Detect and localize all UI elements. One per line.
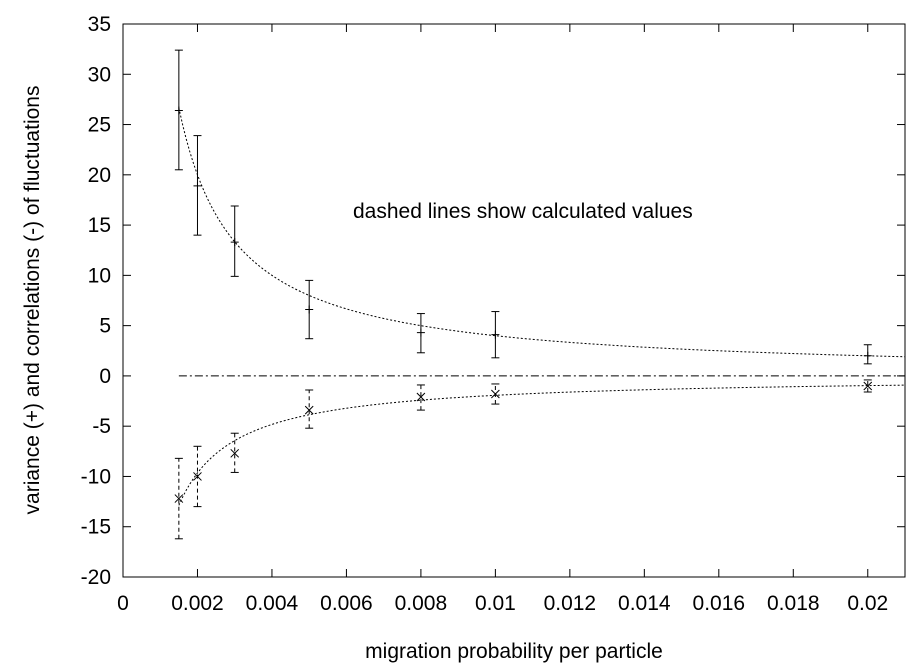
cross-marker — [491, 389, 500, 399]
x-tick-label: 0.004 — [246, 592, 299, 615]
y-tick-label: 10 — [88, 264, 111, 287]
x-tick-label: 0.016 — [693, 592, 746, 615]
x-tick-label: 0.02 — [847, 592, 888, 615]
x-tick-label: 0.002 — [171, 592, 224, 615]
x-tick-label: 0.006 — [320, 592, 373, 615]
plus-marker — [230, 238, 239, 247]
x-tick-label: 0.01 — [475, 592, 516, 615]
x-tick-label: 0.018 — [767, 592, 820, 615]
plus-marker — [174, 106, 183, 115]
y-tick-label: 20 — [88, 164, 111, 187]
y-tick-label: -15 — [81, 516, 111, 539]
cross-marker — [863, 381, 873, 391]
annotation-text: dashed lines show calculated values — [353, 200, 693, 223]
y-tick-label: -5 — [92, 415, 111, 438]
plot-frame — [122, 23, 906, 578]
y-tick-label: 15 — [88, 214, 111, 237]
data-markers — [174, 106, 873, 503]
plus-marker — [416, 328, 425, 337]
plus-marker — [863, 351, 872, 360]
y-tick-label: -10 — [81, 465, 111, 488]
x-tick-label: 0 — [117, 592, 129, 615]
cross-marker — [416, 392, 426, 402]
plus-marker — [193, 181, 202, 190]
x-axis-label: migration probability per particle — [365, 640, 663, 663]
plus-marker — [305, 305, 314, 314]
plus-marker — [491, 330, 500, 339]
cross-marker — [174, 494, 184, 503]
y-tick-label: 25 — [88, 114, 111, 137]
error-bars — [174, 49, 872, 540]
calculated-curve — [178, 384, 906, 506]
y-axis-ticks: 35 30 25 20 15 10 5 0 -5 -10 -15 -20 — [81, 13, 905, 589]
calculated-curve — [178, 107, 906, 358]
calculated-curves — [178, 107, 906, 506]
x-axis-ticks: 0 0.002 0.004 0.006 0.008 0.01 0.012 0.014 0.016… — [117, 24, 888, 615]
y-axis-label: variance (+) and correlations (-) of flu… — [21, 86, 44, 515]
y-tick-label: -20 — [81, 566, 111, 589]
cross-marker — [304, 405, 314, 415]
y-tick-label: 35 — [88, 13, 111, 36]
y-tick-label: 0 — [99, 365, 111, 388]
x-tick-label: 0.014 — [618, 592, 671, 615]
y-tick-label: 30 — [88, 63, 111, 86]
x-tick-label: 0.008 — [395, 592, 448, 615]
cross-marker — [230, 448, 240, 458]
y-tick-label: 5 — [99, 315, 111, 338]
x-tick-label: 0.012 — [544, 592, 597, 615]
cross-marker — [193, 472, 202, 481]
